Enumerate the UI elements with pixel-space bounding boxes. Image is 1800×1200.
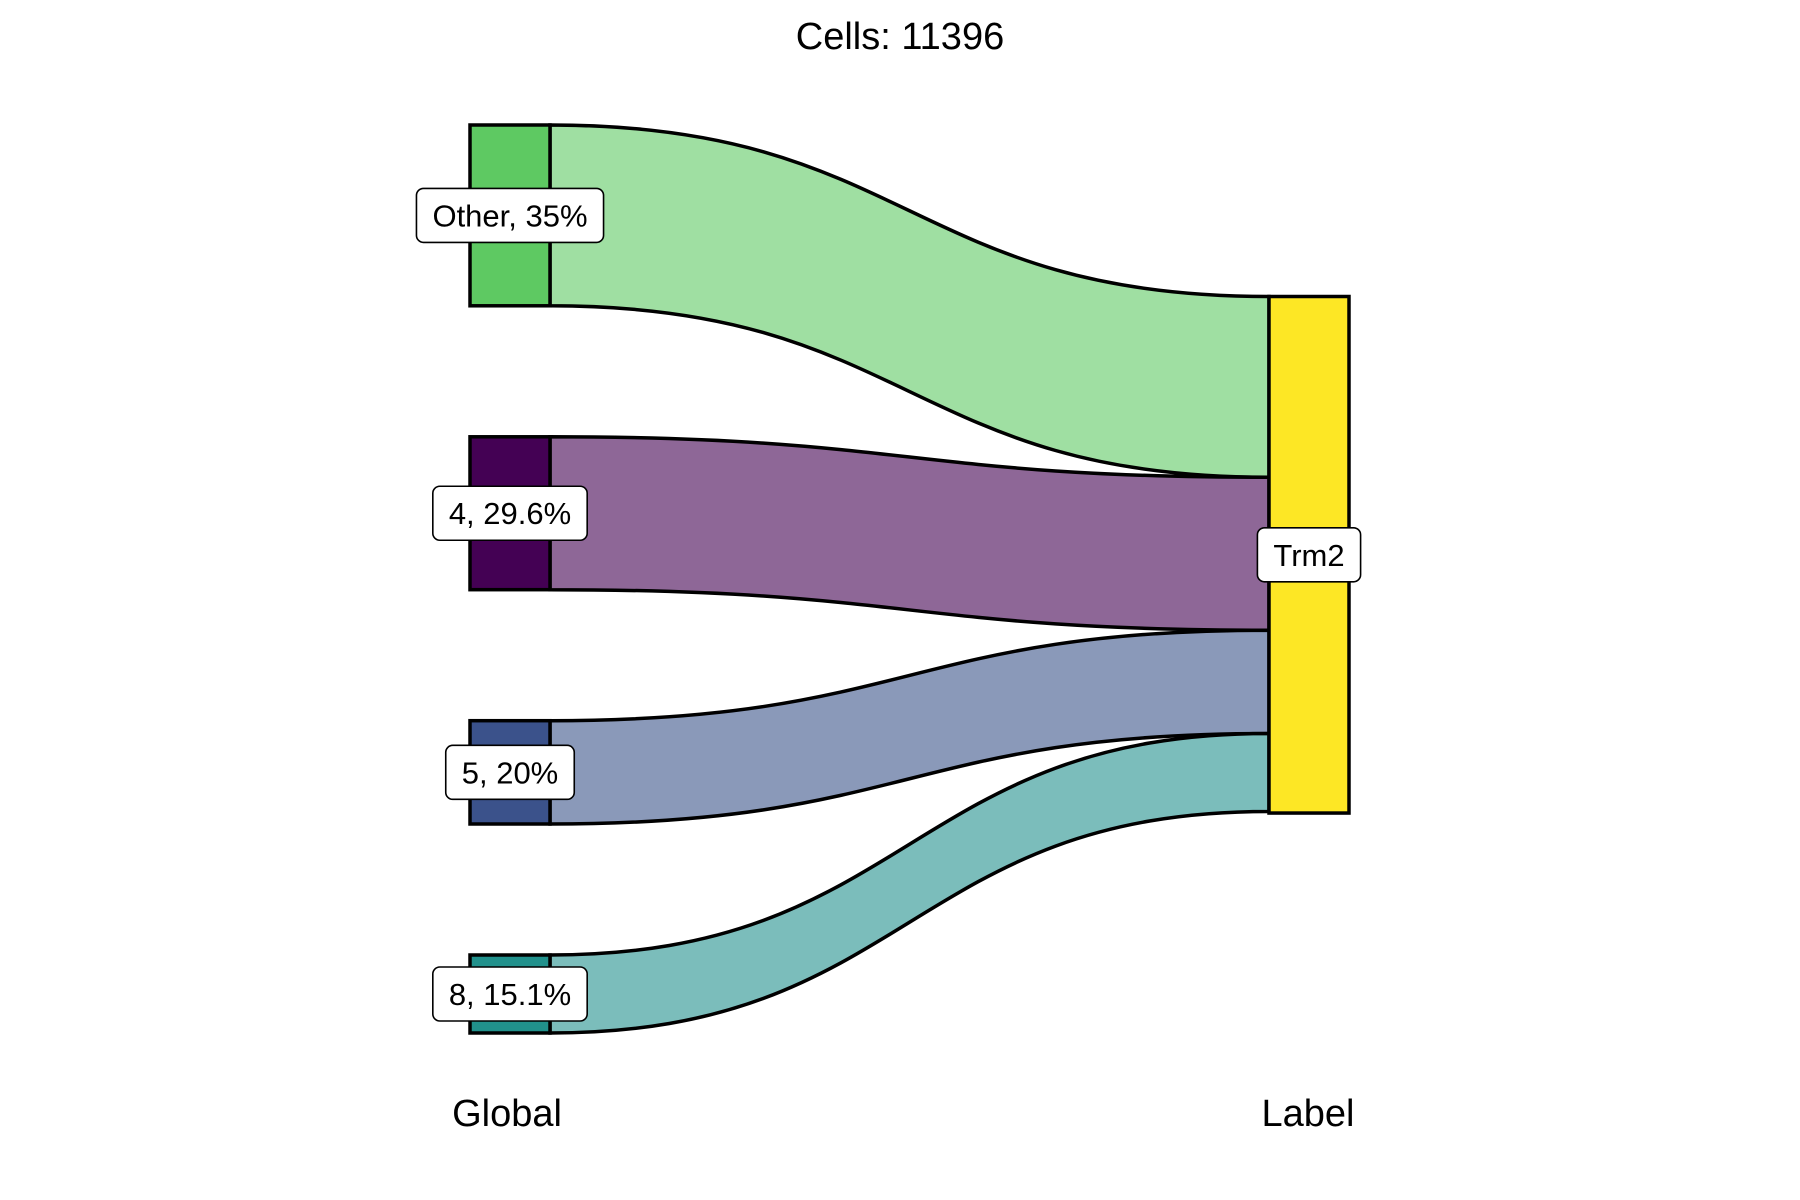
node-label-other: Other, 35% — [415, 187, 605, 244]
node-label-8: 8, 15.1% — [432, 966, 588, 1022]
node-label-box-other — [415, 187, 605, 244]
flow-other-to-trm2 — [548, 123, 1271, 480]
node-label-text-8: 8, 15.1% — [449, 977, 571, 1012]
axis-label-label: Label — [1262, 1093, 1355, 1135]
node-label-text-other: Other, 35% — [432, 198, 587, 233]
flows-group — [548, 123, 1271, 1035]
node-label-box-trm2 — [1256, 526, 1362, 583]
node-label-text-trm2: Trm2 — [1273, 538, 1344, 573]
node-label-box-4 — [432, 485, 588, 542]
chart-title: Cells: 11396 — [796, 16, 1004, 58]
node-label-text-4: 4, 29.6% — [449, 496, 571, 531]
node-label-box-8 — [432, 966, 588, 1022]
node-label-4: 4, 29.6% — [432, 485, 588, 542]
node-label-text-5: 5, 20% — [462, 755, 559, 790]
node-labels-group: Other, 35% 4, 29.6% 5, 20% 8, 15.1% Trm2 — [415, 187, 1362, 1022]
node-label-trm2: Trm2 — [1256, 526, 1362, 583]
node-label-5: 5, 20% — [444, 744, 576, 801]
node-label-box-5 — [444, 744, 576, 801]
axis-label-global: Global — [452, 1093, 562, 1135]
